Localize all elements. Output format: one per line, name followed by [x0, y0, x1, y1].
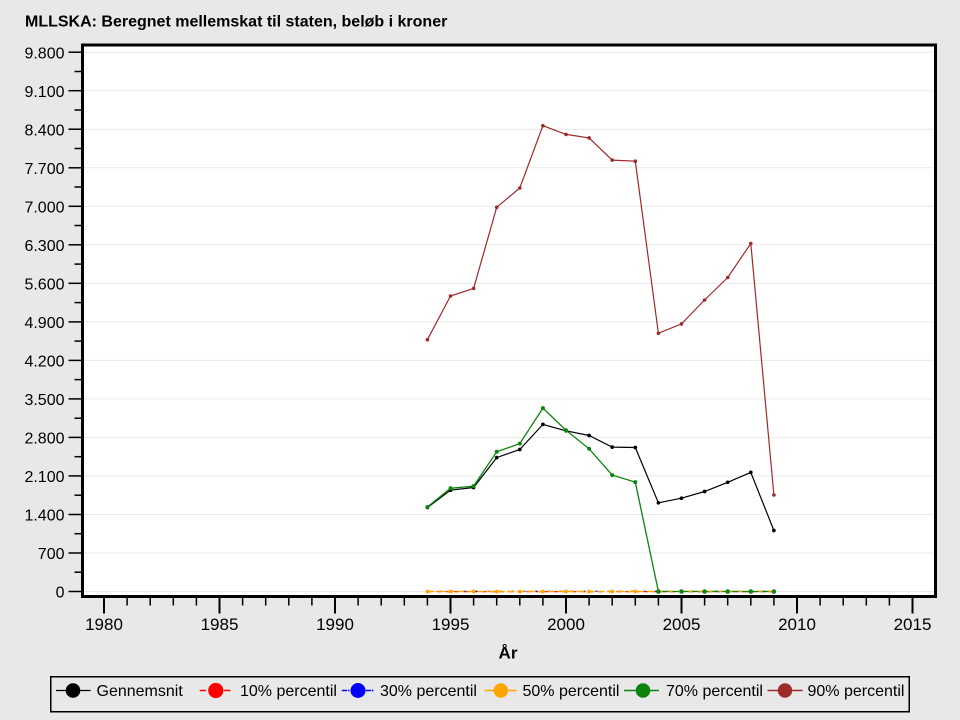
- svg-text:8.400: 8.400: [24, 122, 64, 139]
- svg-text:1990: 1990: [316, 615, 354, 634]
- svg-text:2005: 2005: [663, 615, 701, 634]
- svg-text:50% percentil: 50% percentil: [523, 683, 620, 700]
- svg-text:3.500: 3.500: [24, 392, 64, 409]
- svg-text:2.100: 2.100: [24, 469, 64, 486]
- svg-text:År: År: [499, 643, 518, 662]
- svg-text:6.300: 6.300: [24, 238, 64, 255]
- svg-text:1995: 1995: [432, 615, 470, 634]
- svg-text:0: 0: [56, 585, 65, 602]
- svg-text:4.900: 4.900: [24, 315, 64, 332]
- svg-text:10% percentil: 10% percentil: [240, 683, 337, 700]
- svg-text:70% percentil: 70% percentil: [666, 683, 763, 700]
- svg-text:7.000: 7.000: [24, 200, 64, 217]
- svg-text:2010: 2010: [778, 615, 816, 634]
- svg-text:7.700: 7.700: [24, 161, 64, 178]
- svg-text:1.400: 1.400: [24, 508, 64, 525]
- svg-text:2.800: 2.800: [24, 431, 64, 448]
- svg-text:5.600: 5.600: [24, 277, 64, 294]
- svg-text:MLLSKA: Beregnet mellemskat ti: MLLSKA: Beregnet mellemskat til staten, …: [25, 14, 447, 31]
- svg-text:9.800: 9.800: [24, 45, 64, 62]
- svg-text:30% percentil: 30% percentil: [380, 683, 477, 700]
- svg-text:700: 700: [38, 546, 65, 563]
- svg-text:2000: 2000: [547, 615, 585, 634]
- svg-text:9.100: 9.100: [24, 84, 64, 101]
- svg-text:1980: 1980: [85, 615, 123, 634]
- svg-text:90% percentil: 90% percentil: [808, 683, 905, 700]
- svg-text:2015: 2015: [894, 615, 932, 634]
- svg-text:4.200: 4.200: [24, 354, 64, 371]
- svg-text:1985: 1985: [201, 615, 239, 634]
- svg-text:Gennemsnit: Gennemsnit: [97, 683, 184, 700]
